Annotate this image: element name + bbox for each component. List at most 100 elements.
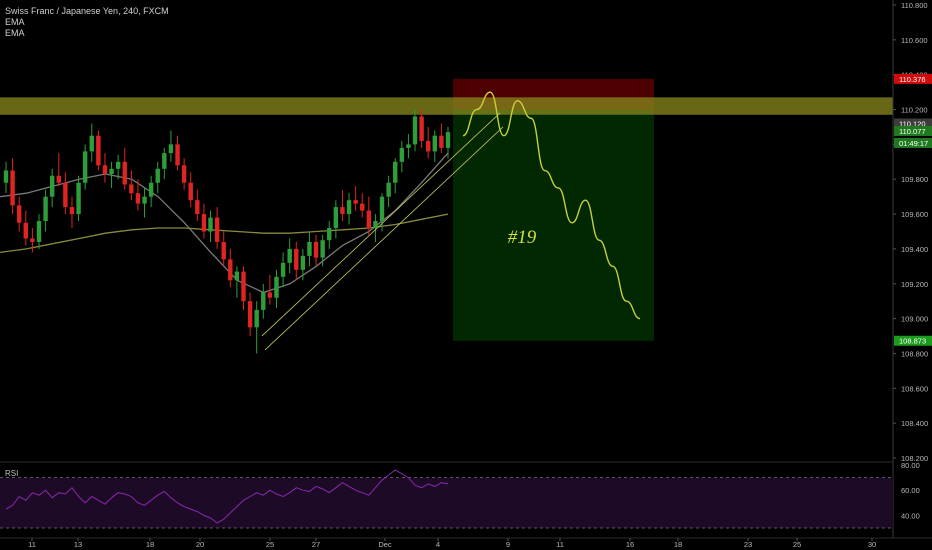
candle-body [445,132,451,148]
candle-body [201,214,207,232]
annotation-label: #19 [508,227,537,248]
rsi-tick-label: 40.00 [901,511,920,520]
candle-body [254,309,259,328]
candle-body [399,147,405,162]
candle-body [115,161,121,169]
price-tick-label: 109.800 [901,175,928,184]
time-tick-label: 11 [556,540,564,549]
candle-body [30,238,35,242]
candle-body [366,210,372,229]
candle-body [386,182,391,197]
time-tick-label: 18 [146,540,154,549]
candle-body [419,116,424,141]
candle-body [346,200,352,215]
take-profit-zone [453,109,654,341]
candle-body [234,271,240,281]
candle-body [274,276,279,298]
instrument-title[interactable]: Swiss Franc / Japanese Yen, 240, FXCM [5,6,169,16]
candle-body [195,200,200,215]
candle-body [221,241,226,260]
candle-body [76,182,81,215]
take-profit-tag-bg [894,335,932,346]
candle-body [287,248,292,263]
candle-body [393,161,398,183]
candle-body [16,205,22,223]
rsi-tick-label: 80.00 [901,461,920,470]
last-price-tag-bg [894,118,932,129]
candle-body [340,207,345,215]
candle-body [327,228,332,241]
candle-body [426,140,431,152]
candle-body [267,292,273,298]
candle-body [360,203,365,211]
time-tick-label: 20 [196,540,204,549]
candle-body [89,135,94,152]
countdown-tag: 01:49:17 [899,139,928,148]
candle-body [148,182,154,197]
candle-body [307,241,312,256]
candle-body [155,168,160,183]
candle-body [82,151,88,183]
candle-body [406,144,411,148]
drawings-layer [261,91,641,351]
time-tick-label: 27 [312,540,320,549]
price-tick-label: 110.200 [901,106,928,115]
last-price-tag: 110.120 [899,119,926,128]
ema-indicator-2[interactable]: EMA [5,28,25,38]
current-price-tag-bg [894,125,932,136]
candle-body [109,168,114,175]
ema-layer [0,152,449,294]
candle-body [122,161,127,185]
zones-layer [0,78,893,341]
candle-body [43,196,48,222]
time-axis: 11 13 18 20 25 27 Dec 4 9 11 16 18 23 25 30 [28,538,876,549]
price-tick-label: 108.800 [901,349,928,358]
candle-body [320,240,325,258]
price-tick-label: 110.800 [901,1,928,10]
candle-body [241,271,246,302]
time-tick-label: 13 [74,540,82,549]
take-profit-tag: 108.873 [899,337,926,346]
candle-body [261,292,266,310]
candle-body [175,144,180,166]
candle-body [373,221,378,229]
time-tick-label: 30 [868,540,876,549]
candle-body [412,116,418,145]
candle-body [135,193,141,204]
rsi-band [0,477,893,528]
trend-channel-lower [264,126,504,351]
candle-body [102,165,108,175]
candle-body [23,222,28,239]
price-tick-label: 109.600 [901,210,928,219]
candle-body [188,182,193,201]
candle-body [228,259,233,281]
candle-body [208,217,213,232]
time-tick-label: 25 [266,540,274,549]
ema-short-line [0,152,449,294]
chart-legend: Swiss Franc / Japanese Yen, 240, FXCM EM… [5,6,169,39]
stop-loss-tag-bg [894,73,932,84]
candle-body [96,135,101,166]
projection-path [462,91,641,320]
candle-body [379,196,385,222]
candle-body [294,248,299,270]
candle-body [432,135,438,152]
rsi-label[interactable]: RSI [5,469,19,478]
time-tick-label: 11 [28,540,36,549]
time-tick-label: 16 [626,540,634,549]
candle-body [36,221,42,242]
ema-indicator-1[interactable]: EMA [5,17,25,27]
current-price-tag: 110.077 [899,127,926,136]
rsi-tick-label: 60.00 [901,486,920,495]
time-tick-label: 23 [744,540,752,549]
candle-body [129,184,134,194]
candle-body [10,170,15,206]
candle-body [56,175,61,183]
price-tick-label: 108.600 [901,384,928,393]
candle-body [333,207,339,229]
candle-body [49,175,55,197]
price-tick-label: 109.000 [901,315,928,324]
candle-body [168,144,174,154]
